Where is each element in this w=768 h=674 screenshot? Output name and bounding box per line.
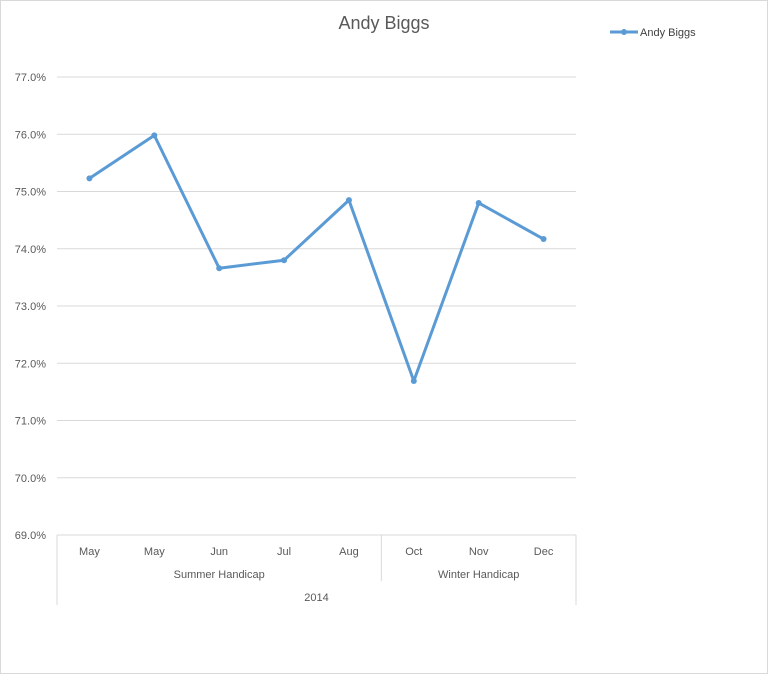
- data-point: [540, 236, 547, 243]
- x-tick-label: Oct: [405, 546, 422, 558]
- legend: Andy Biggs: [610, 27, 696, 39]
- series-layer: [86, 132, 547, 384]
- data-point: [475, 199, 482, 206]
- data-point: [410, 377, 417, 384]
- y-tick-label: 77.0%: [15, 72, 46, 84]
- legend-marker: [621, 29, 627, 35]
- gridlines: [57, 76, 576, 536]
- series-line: [87, 133, 546, 383]
- y-tick-label: 75.0%: [15, 187, 46, 199]
- y-tick-label: 72.0%: [15, 358, 46, 370]
- x-year-label: 2014: [304, 592, 328, 604]
- data-point: [281, 257, 288, 264]
- y-tick-label: 71.0%: [15, 416, 46, 428]
- y-axis-ticks: 69.0% 70.0% 71.0% 72.0% 73.0% 74.0% 75.0% 76.0%…: [15, 72, 46, 542]
- data-point: [86, 175, 93, 182]
- data-point: [216, 265, 223, 272]
- chart-title: Andy Biggs: [338, 13, 429, 33]
- x-tick-label: Dec: [534, 546, 554, 558]
- y-tick-label: 70.0%: [15, 473, 46, 485]
- x-tick-label: Aug: [339, 546, 359, 558]
- x-tick-label: Jul: [277, 546, 291, 558]
- x-tick-label: Jun: [210, 546, 228, 558]
- x-tick-label: May: [144, 546, 165, 558]
- x-tick-label: Nov: [469, 546, 489, 558]
- y-tick-label: 73.0%: [15, 301, 46, 313]
- x-axis: May May Jun Jul Aug Oct Nov Dec Summer Handicap W…: [56, 535, 577, 605]
- y-tick-label: 76.0%: [15, 129, 46, 141]
- data-point: [345, 197, 352, 204]
- x-group-label: Winter Handicap: [438, 569, 519, 581]
- data-point: [151, 132, 158, 139]
- y-tick-label: 69.0%: [15, 530, 46, 542]
- x-group-label: Summer Handicap: [174, 569, 265, 581]
- legend-label: Andy Biggs: [640, 27, 696, 39]
- y-tick-label: 74.0%: [15, 244, 46, 256]
- x-tick-label: May: [79, 546, 100, 558]
